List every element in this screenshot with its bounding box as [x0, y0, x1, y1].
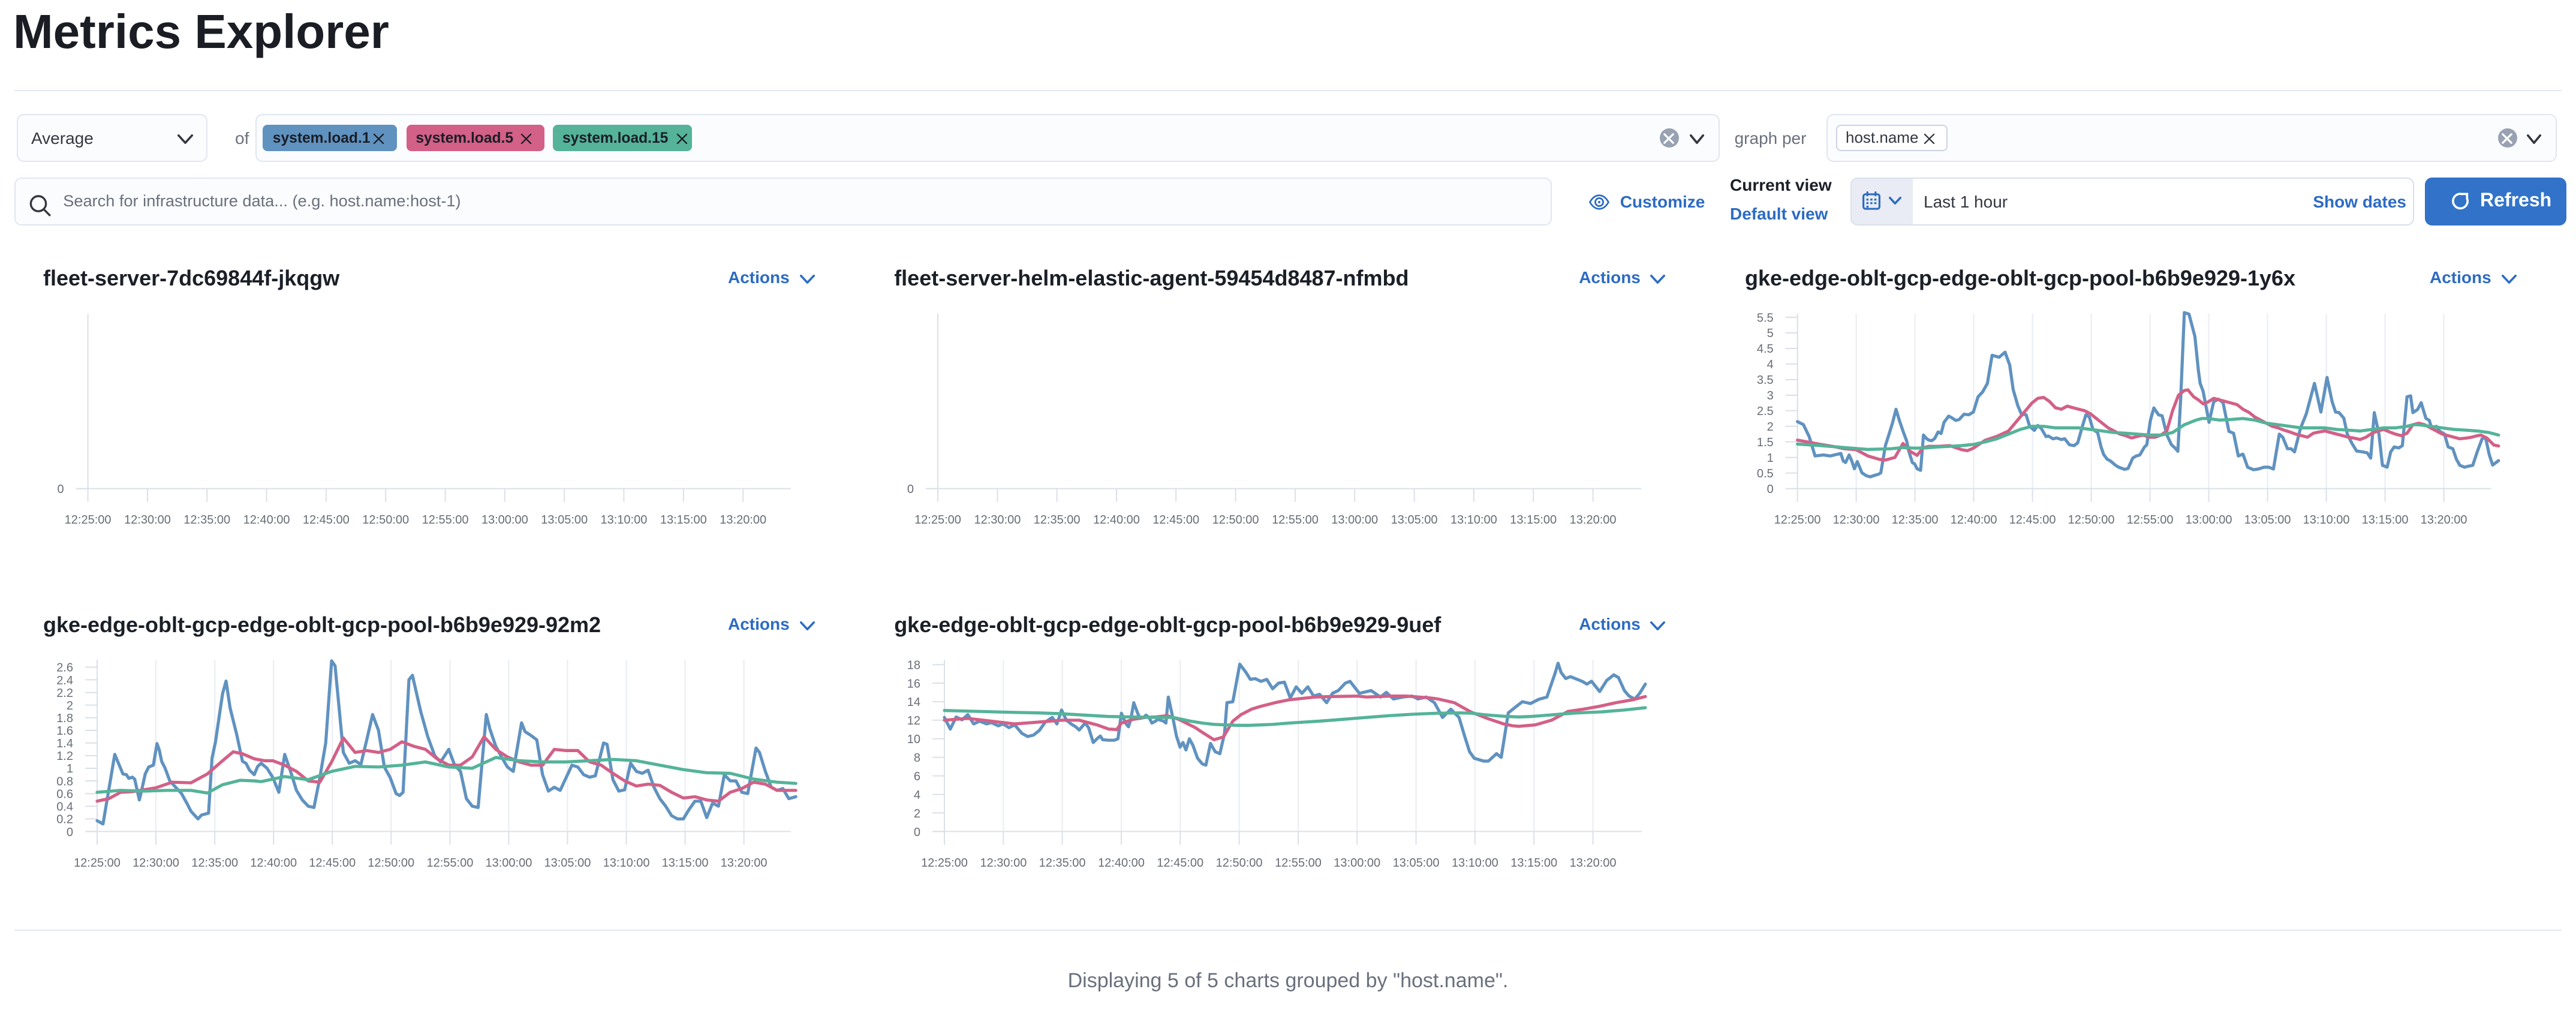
- svg-text:5: 5: [1767, 327, 1774, 340]
- svg-text:13:20:00: 13:20:00: [2421, 513, 2467, 527]
- svg-text:12:45:00: 12:45:00: [1157, 856, 1203, 870]
- svg-text:13:20:00: 13:20:00: [1570, 513, 1617, 527]
- svg-text:13:15:00: 13:15:00: [2362, 513, 2409, 527]
- svg-text:13:00:00: 13:00:00: [485, 856, 532, 870]
- svg-text:3: 3: [1767, 389, 1774, 402]
- svg-text:13:05:00: 13:05:00: [544, 856, 591, 870]
- svg-text:12:25:00: 12:25:00: [65, 513, 112, 527]
- svg-text:12:45:00: 12:45:00: [303, 513, 350, 527]
- svg-text:12:50:00: 12:50:00: [368, 856, 414, 870]
- svg-text:2.4: 2.4: [56, 674, 73, 687]
- svg-text:13:05:00: 13:05:00: [541, 513, 588, 527]
- svg-text:16: 16: [907, 677, 920, 690]
- svg-text:2: 2: [67, 699, 73, 713]
- svg-text:6: 6: [914, 770, 920, 783]
- svg-text:12:50:00: 12:50:00: [362, 513, 409, 527]
- svg-text:12:25:00: 12:25:00: [921, 856, 968, 870]
- svg-text:13:00:00: 13:00:00: [2186, 513, 2232, 527]
- svg-text:1.2: 1.2: [56, 750, 73, 763]
- svg-text:12:25:00: 12:25:00: [74, 856, 121, 870]
- svg-text:12:40:00: 12:40:00: [1093, 513, 1140, 527]
- svg-text:12:50:00: 12:50:00: [2068, 513, 2115, 527]
- svg-text:5.5: 5.5: [1757, 311, 1774, 324]
- svg-text:13:15:00: 13:15:00: [662, 856, 709, 870]
- svg-text:12:25:00: 12:25:00: [914, 513, 961, 527]
- svg-text:0: 0: [67, 826, 73, 839]
- svg-text:1: 1: [67, 762, 73, 775]
- svg-text:0: 0: [57, 483, 64, 496]
- svg-text:2: 2: [914, 807, 920, 820]
- svg-text:1.5: 1.5: [1757, 436, 1774, 449]
- svg-text:12:50:00: 12:50:00: [1216, 856, 1263, 870]
- svg-text:12:25:00: 12:25:00: [1774, 513, 1821, 527]
- svg-text:12:35:00: 12:35:00: [183, 513, 230, 527]
- svg-text:12:40:00: 12:40:00: [1951, 513, 1997, 527]
- svg-text:13:15:00: 13:15:00: [660, 513, 707, 527]
- svg-text:12:30:00: 12:30:00: [133, 856, 179, 870]
- svg-text:13:05:00: 13:05:00: [1391, 513, 1438, 527]
- svg-text:13:20:00: 13:20:00: [1570, 856, 1617, 870]
- svg-text:2.6: 2.6: [56, 662, 73, 675]
- svg-text:12:40:00: 12:40:00: [243, 513, 290, 527]
- svg-text:13:00:00: 13:00:00: [1334, 856, 1380, 870]
- svg-text:4: 4: [1767, 358, 1774, 371]
- svg-text:12: 12: [907, 714, 920, 728]
- svg-text:14: 14: [907, 696, 920, 709]
- svg-text:18: 18: [907, 659, 920, 672]
- svg-text:12:35:00: 12:35:00: [1034, 513, 1081, 527]
- svg-text:12:30:00: 12:30:00: [974, 513, 1021, 527]
- svg-text:12:30:00: 12:30:00: [980, 856, 1027, 870]
- svg-text:13:10:00: 13:10:00: [1452, 856, 1498, 870]
- svg-text:12:55:00: 12:55:00: [2127, 513, 2174, 527]
- svg-text:2.5: 2.5: [1757, 405, 1774, 418]
- svg-text:0: 0: [907, 483, 914, 496]
- svg-text:12:40:00: 12:40:00: [250, 856, 297, 870]
- svg-text:13:00:00: 13:00:00: [1331, 513, 1378, 527]
- svg-text:2: 2: [1767, 420, 1774, 434]
- svg-text:12:55:00: 12:55:00: [1275, 856, 1322, 870]
- svg-text:1.4: 1.4: [56, 737, 73, 750]
- svg-text:13:05:00: 13:05:00: [2244, 513, 2291, 527]
- svg-text:12:55:00: 12:55:00: [426, 856, 473, 870]
- svg-text:4.5: 4.5: [1757, 342, 1774, 356]
- svg-text:12:55:00: 12:55:00: [1272, 513, 1319, 527]
- svg-text:4: 4: [914, 789, 920, 802]
- svg-text:12:50:00: 12:50:00: [1212, 513, 1259, 527]
- svg-text:13:15:00: 13:15:00: [1510, 856, 1557, 870]
- svg-text:12:30:00: 12:30:00: [124, 513, 171, 527]
- svg-text:13:10:00: 13:10:00: [2303, 513, 2350, 527]
- svg-text:13:10:00: 13:10:00: [603, 856, 650, 870]
- svg-text:12:45:00: 12:45:00: [309, 856, 356, 870]
- svg-text:0.4: 0.4: [56, 801, 73, 814]
- svg-text:10: 10: [907, 733, 920, 746]
- svg-text:13:00:00: 13:00:00: [482, 513, 528, 527]
- svg-text:13:20:00: 13:20:00: [721, 856, 768, 870]
- svg-text:0.2: 0.2: [56, 813, 73, 826]
- svg-text:12:55:00: 12:55:00: [422, 513, 469, 527]
- svg-text:0: 0: [914, 826, 920, 839]
- svg-text:13:10:00: 13:10:00: [1450, 513, 1497, 527]
- svg-text:13:15:00: 13:15:00: [1510, 513, 1557, 527]
- svg-text:1.6: 1.6: [56, 725, 73, 738]
- svg-text:12:45:00: 12:45:00: [2009, 513, 2056, 527]
- svg-text:12:30:00: 12:30:00: [1833, 513, 1880, 527]
- svg-text:0.8: 0.8: [56, 775, 73, 788]
- svg-text:0: 0: [1767, 483, 1774, 496]
- svg-text:0.6: 0.6: [56, 787, 73, 801]
- svg-text:13:10:00: 13:10:00: [600, 513, 647, 527]
- svg-text:12:35:00: 12:35:00: [1892, 513, 1939, 527]
- svg-text:12:45:00: 12:45:00: [1152, 513, 1199, 527]
- svg-text:12:40:00: 12:40:00: [1098, 856, 1145, 870]
- svg-text:13:20:00: 13:20:00: [720, 513, 766, 527]
- svg-text:1: 1: [1767, 452, 1774, 465]
- svg-text:12:35:00: 12:35:00: [1039, 856, 1086, 870]
- svg-text:8: 8: [914, 752, 920, 765]
- svg-text:12:35:00: 12:35:00: [191, 856, 238, 870]
- svg-text:1.8: 1.8: [56, 712, 73, 725]
- svg-text:2.2: 2.2: [56, 687, 73, 700]
- svg-text:3.5: 3.5: [1757, 374, 1774, 387]
- svg-text:0.5: 0.5: [1757, 467, 1774, 480]
- svg-text:13:05:00: 13:05:00: [1393, 856, 1440, 870]
